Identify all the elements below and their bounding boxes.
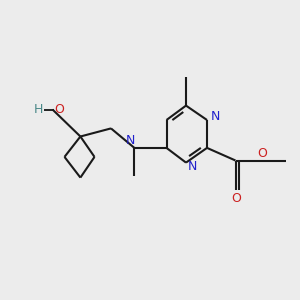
Text: O: O <box>231 192 241 205</box>
Text: N: N <box>211 110 220 124</box>
Text: N: N <box>188 160 197 173</box>
Text: O: O <box>258 147 267 160</box>
Text: H: H <box>33 103 43 116</box>
Text: O: O <box>54 103 64 116</box>
Text: N: N <box>126 134 136 147</box>
